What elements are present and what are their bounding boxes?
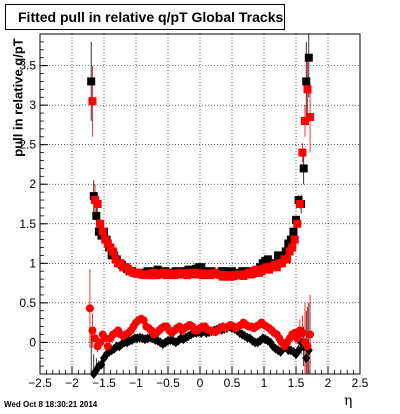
- data-point: [299, 164, 308, 173]
- y-tick-label: 2.5: [19, 138, 36, 152]
- data-point: [290, 235, 299, 244]
- x-tick-label: 2: [325, 376, 332, 390]
- data-point: [289, 227, 298, 236]
- y-tick-label: 3.5: [19, 59, 36, 73]
- data-point: [96, 219, 105, 228]
- x-tick-label: −1.5: [92, 376, 116, 390]
- data-point: [98, 227, 107, 236]
- data-point: [139, 316, 148, 325]
- data-point: [303, 342, 312, 351]
- data-point: [298, 148, 307, 157]
- y-tick-label: 1.5: [19, 217, 36, 231]
- datestamp: Wed Oct 8 18:30:21 2014: [4, 400, 98, 409]
- data-point: [300, 116, 309, 125]
- data-point: [306, 113, 315, 122]
- x-tick-label: −2.5: [28, 376, 52, 390]
- data-point: [108, 247, 117, 256]
- data-point: [88, 97, 97, 106]
- data-point: [103, 342, 112, 351]
- markers: [85, 53, 315, 379]
- y-tick-label: 2: [29, 177, 36, 191]
- data-point: [283, 255, 292, 264]
- data-point: [288, 243, 297, 252]
- data-point: [306, 330, 315, 339]
- data-point: [92, 211, 101, 220]
- data-point: [298, 328, 307, 337]
- x-tick-label: −0.5: [156, 376, 180, 390]
- data-point: [88, 326, 97, 335]
- data-point: [304, 53, 313, 62]
- y-axis-label: pull in relative q/pT: [10, 38, 26, 157]
- x-tick-label: 0.5: [224, 376, 241, 390]
- y-tick-label: 0.5: [19, 296, 36, 310]
- data-point: [294, 345, 303, 356]
- x-axis-label: η: [344, 393, 353, 409]
- y-tick-label: 0: [29, 335, 36, 349]
- data-point: [93, 200, 102, 208]
- x-tick-label: 1.5: [288, 376, 305, 390]
- y-tick-label: 3: [29, 98, 36, 112]
- x-tick-label: −1: [129, 376, 143, 390]
- data-point: [302, 353, 311, 364]
- chart-title: Fitted pull in relative q/pT Global Trac…: [5, 4, 285, 30]
- x-tick-label: 2.5: [352, 376, 369, 390]
- x-tick-label: 0: [197, 376, 204, 390]
- data-point: [293, 219, 302, 228]
- x-tick-label: 1: [261, 376, 268, 390]
- data-point: [293, 334, 302, 343]
- data-point: [274, 251, 283, 260]
- x-tick-label: −2: [65, 376, 79, 390]
- data-point: [87, 77, 96, 86]
- data-point: [302, 77, 311, 86]
- axes: −2.5 −2 −1.5 −1 −0.5 0 0.5 1 1.5 2 2.5 0 0.5 1 1.5 2 2.5…: [19, 41, 369, 390]
- y-tick-label: 1: [29, 256, 36, 270]
- data-point: [85, 304, 94, 313]
- data-point: [303, 85, 312, 94]
- data-point: [295, 200, 304, 208]
